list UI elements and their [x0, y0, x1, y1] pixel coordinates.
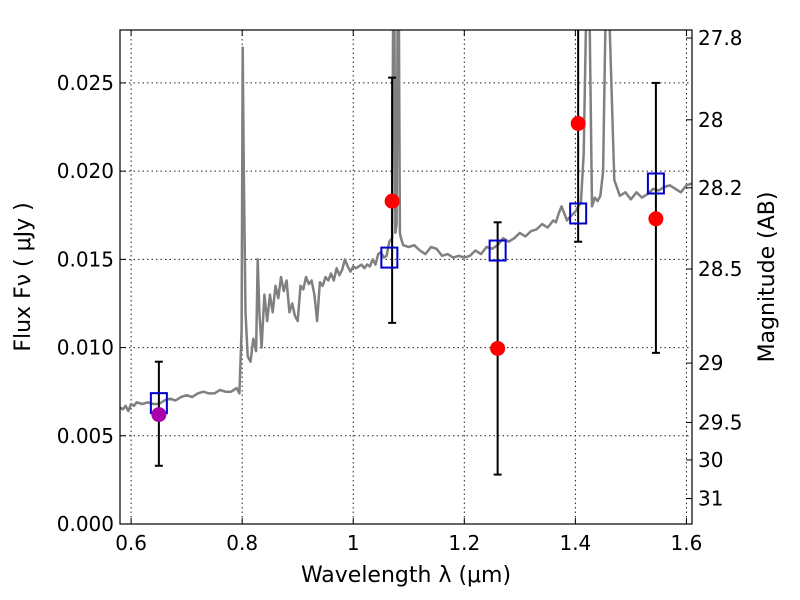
axes: 0.6 0.8 1 1.2 1.4 1.6 0.000 0.005 0.010 0.015 0.02… [57, 26, 743, 555]
y-axis-label: Flux Fν ( μJy ) [11, 202, 36, 351]
x-tick-label: 1.6 [671, 531, 703, 555]
y2-tick-label: 28 [698, 108, 723, 132]
y2-tick-label: 31 [698, 486, 723, 510]
observed-point [490, 340, 506, 356]
model-point [488, 239, 507, 262]
plot-area [120, 30, 692, 476]
y2-axis-label: Magnitude (AB) [755, 192, 780, 363]
x-tick-label: 0.6 [115, 531, 147, 555]
x-tick-label: 1.4 [559, 531, 591, 555]
y-tick-label: 0.005 [57, 424, 114, 448]
observed-point [151, 407, 167, 423]
y2-tick-label: 27.8 [698, 26, 743, 50]
y2-tick-label: 30 [698, 448, 723, 472]
y-tick-label: 0.025 [57, 71, 114, 95]
y-tick-label: 0.000 [57, 512, 114, 536]
y2-tick-label: 29 [698, 351, 723, 375]
model-point [380, 246, 399, 269]
x-axis-label: Wavelength λ (μm) [301, 563, 511, 588]
grid [120, 30, 692, 525]
x-tick-label: 0.8 [226, 531, 258, 555]
x-tick-label: 1 [347, 531, 360, 555]
observed-point [648, 211, 664, 227]
y2-tick-label: 29.5 [698, 410, 743, 434]
model-point [569, 202, 588, 225]
y2-tick-label: 28.2 [698, 176, 743, 200]
model-point [646, 172, 665, 195]
y-tick-label: 0.010 [57, 336, 114, 360]
plot-frame [119, 29, 693, 525]
x-tick-label: 1.2 [448, 531, 480, 555]
observed-point [384, 193, 400, 209]
model-spectrum-line [120, 30, 692, 413]
y2-tick-label: 28.5 [698, 257, 743, 281]
observed-point [570, 116, 586, 132]
y-tick-label: 0.015 [57, 247, 114, 271]
y-tick-label: 0.020 [57, 159, 114, 183]
